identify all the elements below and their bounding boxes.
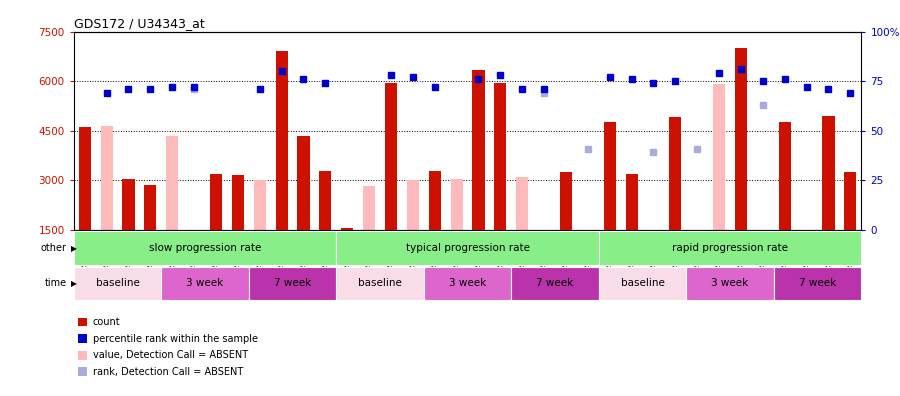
Bar <box>778 122 791 230</box>
Bar <box>78 128 91 230</box>
Bar <box>428 171 441 230</box>
Bar <box>823 116 834 230</box>
Bar <box>407 179 418 230</box>
Text: count: count <box>93 317 121 327</box>
Bar <box>626 173 637 230</box>
Text: slow progression rate: slow progression rate <box>148 243 261 253</box>
Text: GDS172 / U34343_at: GDS172 / U34343_at <box>74 17 204 30</box>
Bar <box>560 172 572 230</box>
Bar <box>670 118 681 230</box>
Bar <box>451 179 463 230</box>
Bar <box>232 175 244 230</box>
Bar <box>494 83 507 230</box>
Bar <box>341 228 354 230</box>
Text: baseline: baseline <box>358 278 402 288</box>
Bar <box>122 179 134 230</box>
Bar <box>363 186 375 230</box>
Text: ▶: ▶ <box>71 244 77 253</box>
Bar <box>517 177 528 230</box>
Bar <box>144 185 157 230</box>
Bar <box>166 136 178 230</box>
Bar <box>385 83 397 230</box>
Bar <box>298 135 310 230</box>
Text: 3 week: 3 week <box>186 278 224 288</box>
Bar <box>604 122 616 230</box>
Bar <box>275 51 288 230</box>
Text: time: time <box>44 278 67 288</box>
Bar <box>101 126 112 230</box>
Text: 3 week: 3 week <box>449 278 486 288</box>
Text: 7 week: 7 week <box>274 278 311 288</box>
Text: percentile rank within the sample: percentile rank within the sample <box>93 333 257 344</box>
Text: baseline: baseline <box>95 278 140 288</box>
Text: 7 week: 7 week <box>799 278 836 288</box>
Text: 3 week: 3 week <box>711 278 749 288</box>
Bar <box>844 172 857 230</box>
Bar <box>320 171 331 230</box>
Text: value, Detection Call = ABSENT: value, Detection Call = ABSENT <box>93 350 248 360</box>
Bar <box>254 179 266 230</box>
Text: baseline: baseline <box>621 278 664 288</box>
Bar <box>713 84 725 230</box>
Text: 7 week: 7 week <box>536 278 573 288</box>
Bar <box>472 70 484 230</box>
Text: rapid progression rate: rapid progression rate <box>672 243 788 253</box>
Text: typical progression rate: typical progression rate <box>406 243 529 253</box>
Bar <box>210 173 222 230</box>
Text: other: other <box>40 243 67 253</box>
Text: rank, Detection Call = ABSENT: rank, Detection Call = ABSENT <box>93 367 243 377</box>
Bar <box>735 48 747 230</box>
Text: ▶: ▶ <box>71 279 77 288</box>
